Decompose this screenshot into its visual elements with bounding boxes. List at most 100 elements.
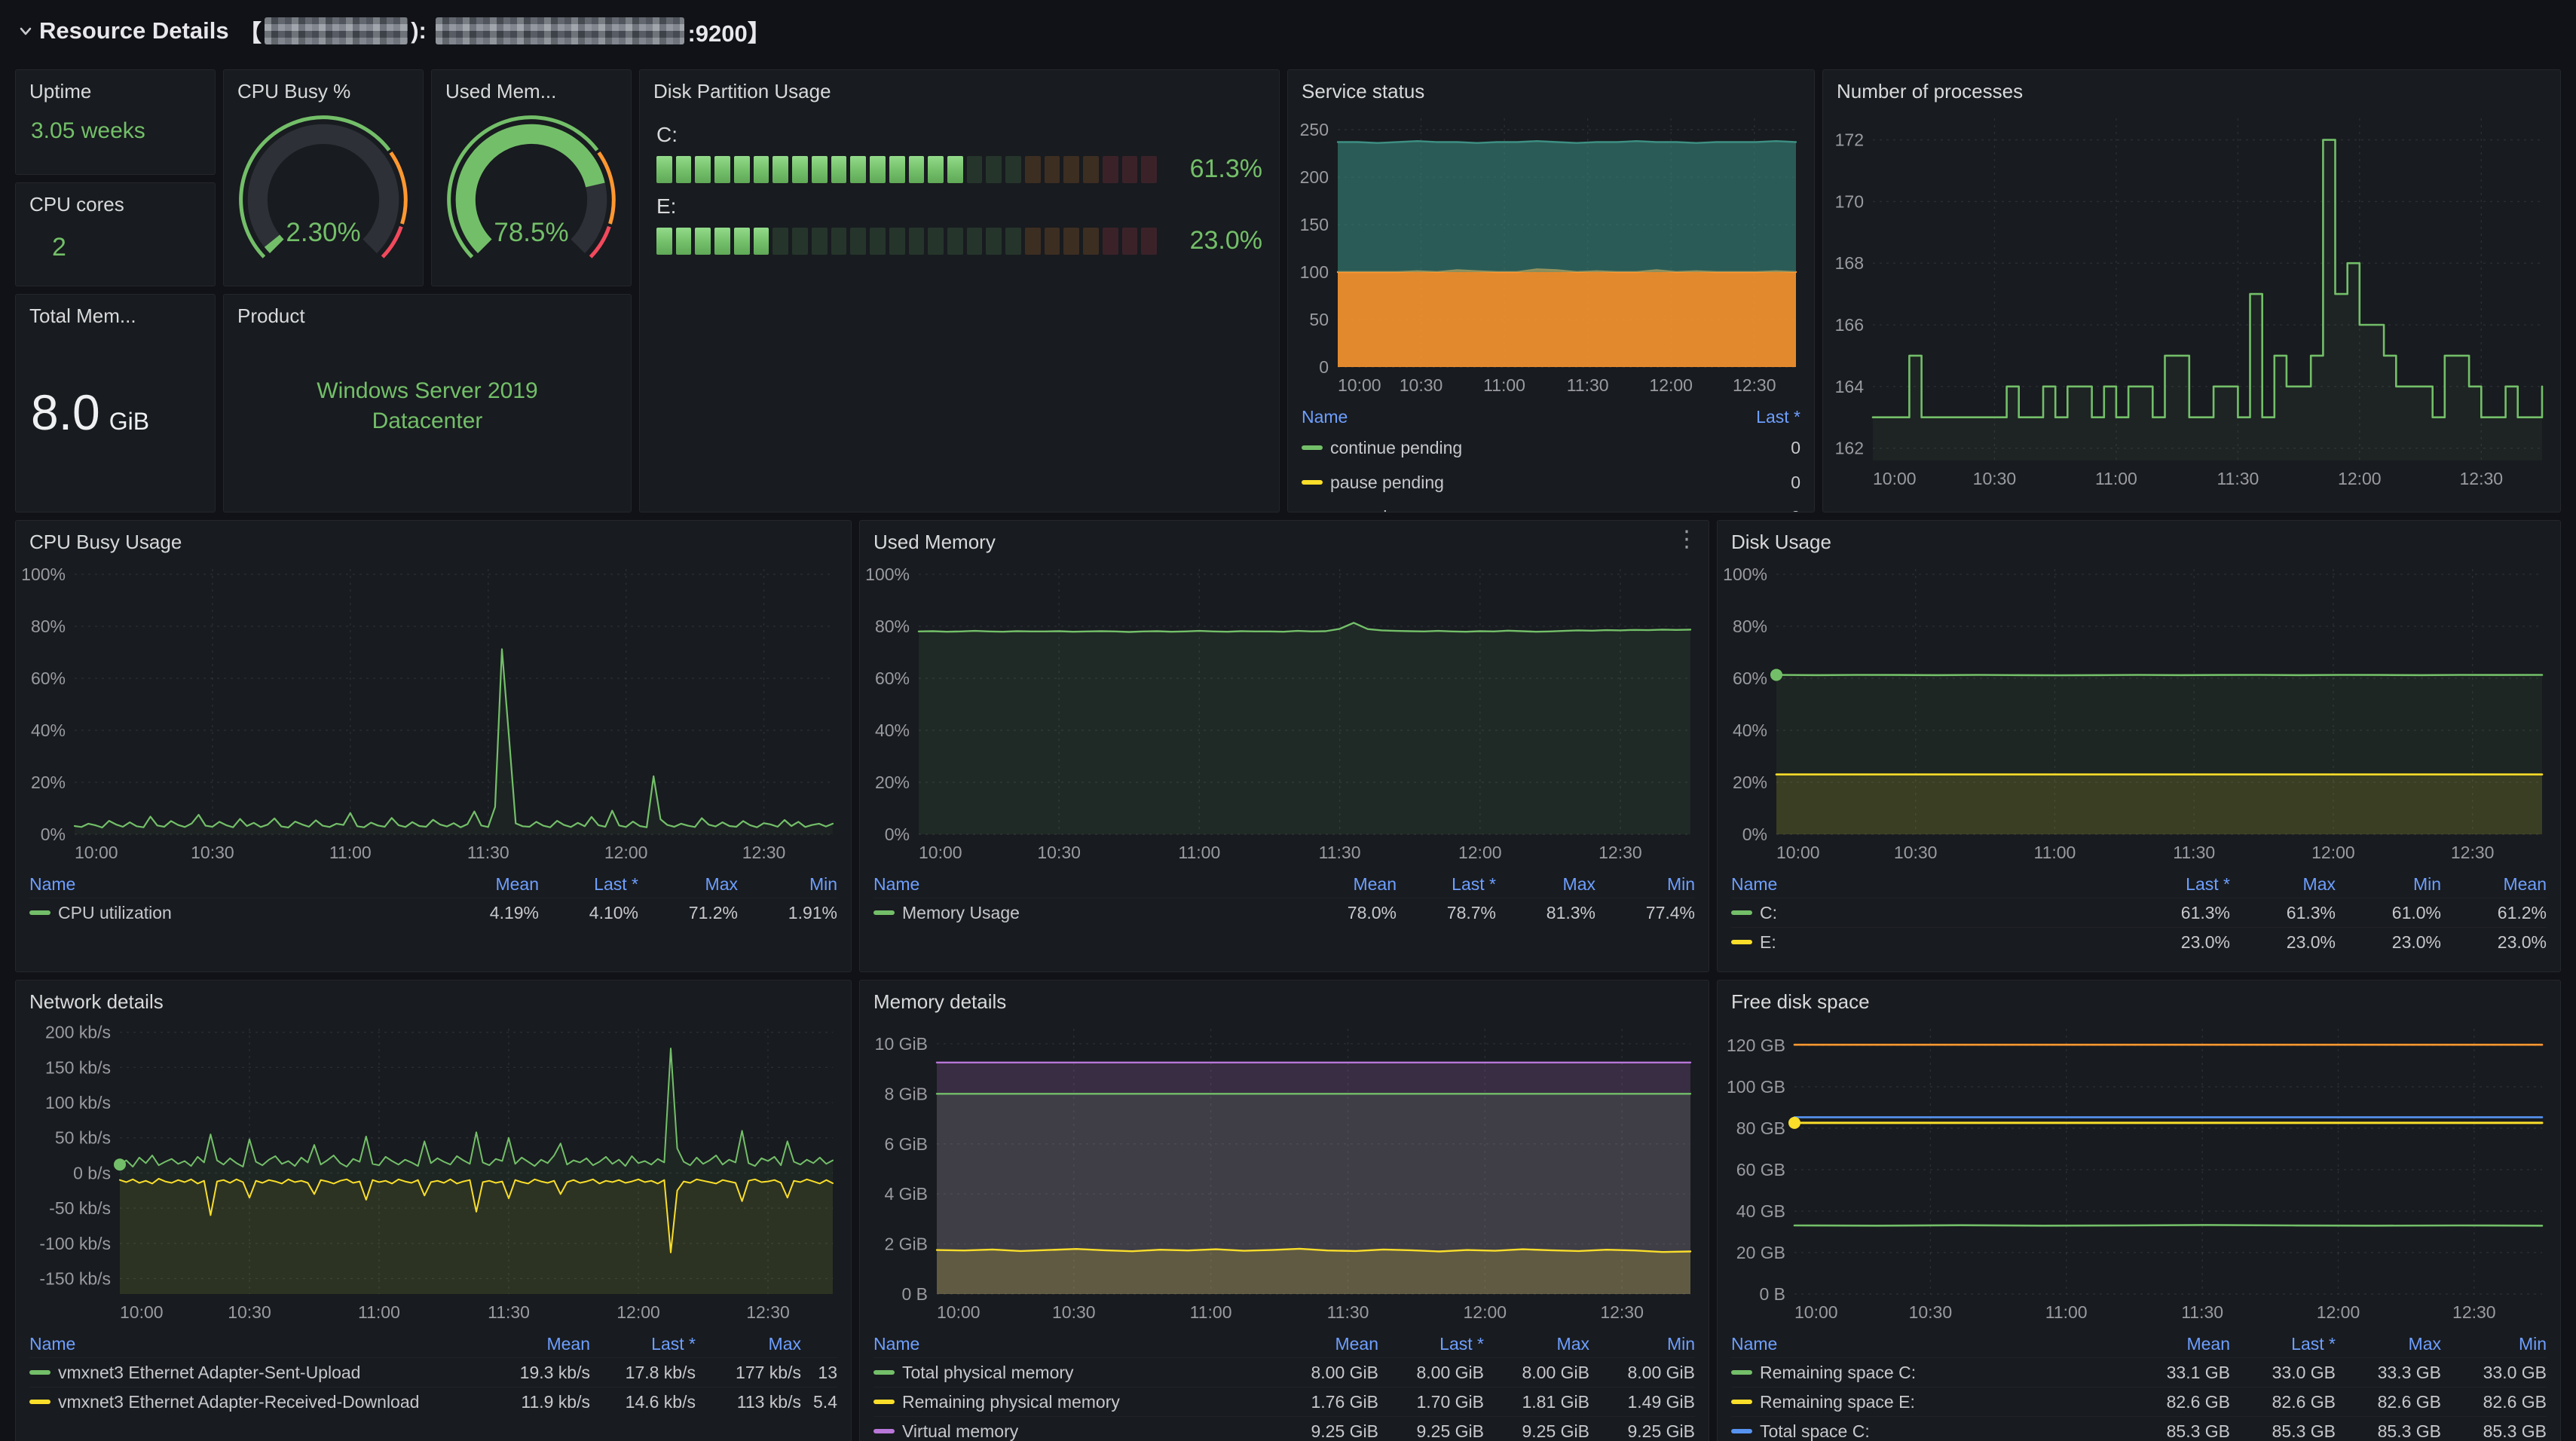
legend-header-mean[interactable]: Mean — [1353, 873, 1397, 894]
panel-title-free-disk[interactable]: Free disk space — [1731, 990, 1870, 1013]
svg-text:0 B: 0 B — [901, 1284, 928, 1304]
series-max: 9.25 GiB — [1522, 1421, 1590, 1441]
legend-row[interactable]: Remaining space E: 82.6 GB 82.6 GB 82.6 … — [1731, 1387, 2547, 1416]
svg-text:12:30: 12:30 — [746, 1302, 790, 1322]
legend-header-min[interactable]: Min — [2518, 1333, 2547, 1354]
free-disk-chart[interactable]: 0 B 20 GB 40 GB 60 GB 80 GB 100 GB 120 GB 10:00… — [1724, 1018, 2554, 1323]
legend-row[interactable]: Total space C: 85.3 GB 85.3 GB 85.3 GB 8… — [1731, 1416, 2547, 1441]
legend-row[interactable]: vmxnet3 Ethernet Adapter-Sent-Upload 19.… — [29, 1357, 837, 1387]
legend-header-name[interactable]: Name — [1302, 406, 1348, 427]
legend-header-mean[interactable]: Mean — [495, 873, 539, 894]
network-chart[interactable]: 200 kb/s 150 kb/s 100 kb/s 50 kb/s 0 b/s -50 … — [22, 1018, 845, 1323]
legend-header-mean[interactable]: Mean — [2186, 1333, 2230, 1354]
legend-header-last[interactable]: Last * — [1439, 1333, 1484, 1354]
legend-header-max[interactable]: Max — [1556, 1333, 1589, 1354]
series-label[interactable]: vmxnet3 Ethernet Adapter-Sent-Upload — [58, 1362, 361, 1382]
legend-row[interactable]: Remaining space C: 33.1 GB 33.0 GB 33.3 … — [1731, 1357, 2547, 1387]
legend-header-max[interactable]: Max — [705, 873, 738, 894]
series-mean: 85.3 GB — [2166, 1421, 2230, 1441]
panel-title-used-memory[interactable]: Used Memory — [873, 531, 996, 553]
panel-title-total-mem[interactable]: Total Mem... — [29, 304, 136, 327]
svg-text:10:30: 10:30 — [1973, 469, 2017, 488]
svg-text:11:00: 11:00 — [2033, 843, 2076, 862]
processes-chart[interactable]: 162 164 166 168 170 172 10:00 10:30 11:00 11:30 12… — [1829, 108, 2554, 489]
panel-title-network[interactable]: Network details — [29, 990, 164, 1013]
used-memory-chart[interactable]: 0% 20% 40% 60% 80% 100% 10:00 10:30 11:00 11:30 12… — [865, 558, 1703, 863]
svg-text:0%: 0% — [885, 825, 910, 844]
legend-header-last[interactable]: Last * — [2291, 1333, 2336, 1354]
series-label[interactable]: E: — [1760, 932, 1776, 952]
legend-header-name[interactable]: Name — [29, 873, 76, 894]
legend-header-last[interactable]: Last * — [1756, 406, 1800, 427]
legend-header-last[interactable]: Last * — [1452, 873, 1496, 894]
legend-row[interactable]: C: 61.3% 61.3% 61.0% 61.2% — [1731, 898, 2547, 927]
legend-header-min[interactable]: Min — [2412, 873, 2441, 894]
legend-header-last[interactable]: Last * — [651, 1333, 696, 1354]
series-label[interactable]: CPU utilization — [58, 902, 172, 922]
legend-header-max[interactable]: Max — [2408, 1333, 2441, 1354]
legend-row[interactable]: pause pending 0 — [1302, 465, 1800, 500]
panel-title-cpu-cores[interactable]: CPU cores — [29, 193, 124, 216]
legend-header-max[interactable]: Max — [768, 1333, 801, 1354]
series-mean: 8.00 GiB — [1311, 1362, 1379, 1382]
disk-usage-chart[interactable]: 0% 20% 40% 60% 80% 100% 10:00 10:30 11:00 11:30 12… — [1723, 558, 2554, 863]
panel-network-details: Network details 200 kb/s 150 kb/s 100 kb/s… — [15, 980, 852, 1441]
series-label[interactable]: Memory Usage — [902, 902, 1020, 922]
legend-header-name[interactable]: Name — [873, 1333, 920, 1354]
legend-row[interactable]: Total physical memory 8.00 GiB 8.00 GiB … — [873, 1357, 1695, 1387]
series-last: 85.3 GB — [2272, 1421, 2336, 1441]
panel-title-memory-details[interactable]: Memory details — [873, 990, 1007, 1013]
panel-title-service-status[interactable]: Service status — [1302, 80, 1425, 102]
legend-header-mean[interactable]: Mean — [2503, 873, 2547, 894]
legend-header-name[interactable]: Name — [1731, 1333, 1778, 1354]
memory-details-chart[interactable]: 0 B 2 GiB 4 GiB 6 GiB 8 GiB 10 GiB 10:00 10:30 1… — [866, 1018, 1703, 1323]
cpu-busy-usage-chart[interactable]: 0% 20% 40% 60% 80% 100% 10:00 10:30 11:00 11:30 12… — [21, 558, 845, 863]
legend-header-mean[interactable]: Mean — [546, 1333, 590, 1354]
legend-row[interactable]: CPU utilization 4.19% 4.10% 71.2% 1.91% — [29, 898, 837, 927]
svg-text:100: 100 — [1300, 262, 1329, 282]
panel-title-disk-partition[interactable]: Disk Partition Usage — [653, 80, 831, 102]
legend-header-max[interactable]: Max — [2302, 873, 2336, 894]
service-status-chart[interactable]: 0 50 100 150 200 250 10:00 10:30 11:00 11:30 12:00… — [1294, 108, 1808, 396]
series-label[interactable]: Remaining space C: — [1760, 1362, 1917, 1382]
legend-row[interactable]: vmxnet3 Ethernet Adapter-Received-Downlo… — [29, 1387, 837, 1416]
series-label[interactable]: pause pending — [1330, 472, 1444, 492]
series-label[interactable]: Remaining space E: — [1760, 1391, 1915, 1412]
legend-row[interactable]: E: 23.0% 23.0% 23.0% 23.0% — [1731, 927, 2547, 956]
legend-header-name[interactable]: Name — [29, 1333, 76, 1354]
panel-title-cpu-busy-usage[interactable]: CPU Busy Usage — [29, 531, 182, 553]
series-label[interactable]: Total physical memory — [902, 1362, 1074, 1382]
panel-title-processes[interactable]: Number of processes — [1837, 80, 2024, 102]
legend-header-last[interactable]: Last * — [2186, 873, 2230, 894]
legend-row[interactable]: Memory Usage 78.0% 78.7% 81.3% 77.4% — [873, 898, 1695, 927]
legend-header-min[interactable]: Min — [1666, 873, 1695, 894]
panel-title-uptime[interactable]: Uptime — [29, 80, 92, 102]
collapse-chevron-icon[interactable] — [12, 17, 39, 44]
panel-title-product[interactable]: Product — [237, 304, 305, 327]
series-last: 82.6 GB — [2272, 1391, 2336, 1412]
legend-header-name[interactable]: Name — [873, 873, 920, 894]
legend-header-last[interactable]: Last * — [594, 873, 638, 894]
series-label[interactable]: vmxnet3 Ethernet Adapter-Received-Downlo… — [58, 1391, 420, 1412]
legend-row[interactable]: Virtual memory 9.25 GiB 9.25 GiB 9.25 Gi… — [873, 1416, 1695, 1441]
series-label[interactable]: Remaining physical memory — [902, 1391, 1120, 1412]
series-label[interactable]: continue pending — [1330, 437, 1463, 457]
panel-title-disk-usage[interactable]: Disk Usage — [1731, 531, 1831, 553]
panel-title-used-mem[interactable]: Used Mem... — [445, 80, 557, 102]
legend-header-min[interactable]: Min — [1666, 1333, 1695, 1354]
dashboard-row-title[interactable]: Resource Details 【 ): :9200】 — [39, 14, 771, 48]
legend-row[interactable]: Remaining physical memory 1.76 GiB 1.70 … — [873, 1387, 1695, 1416]
legend-row[interactable]: continue pending 0 — [1302, 430, 1800, 465]
legend-header-max[interactable]: Max — [1562, 873, 1595, 894]
legend-row[interactable]: paused 0 — [1302, 500, 1800, 512]
panel-title-cpu-busy[interactable]: CPU Busy % — [237, 80, 351, 102]
panel-menu-icon[interactable]: ⋮ — [1675, 527, 1698, 552]
legend-header-min[interactable]: Min — [809, 873, 837, 894]
network-legend: Name Mean Last * Max vmxnet3 Ethernet Ad… — [29, 1330, 837, 1416]
legend-header-mean[interactable]: Mean — [1335, 1333, 1378, 1354]
series-label[interactable]: paused — [1330, 507, 1387, 512]
series-label[interactable]: Total space C: — [1760, 1421, 1870, 1441]
series-label[interactable]: Virtual memory — [902, 1421, 1019, 1441]
legend-header-name[interactable]: Name — [1731, 873, 1778, 894]
series-label[interactable]: C: — [1760, 902, 1777, 922]
